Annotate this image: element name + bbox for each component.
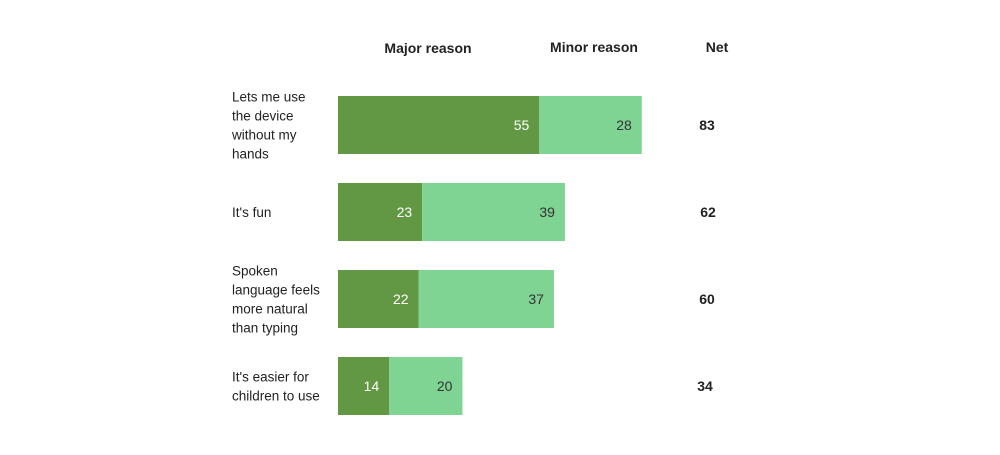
net-value-label: 34 xyxy=(697,378,713,394)
minor-reason-bar xyxy=(389,357,463,415)
minor-reason-value-label: 28 xyxy=(616,117,632,133)
major-reason-bar xyxy=(338,183,423,241)
minor-reason-bar xyxy=(539,96,642,154)
chart-rows: Lets me use the device without my hands 55 28… xyxy=(231,90,716,415)
net-value-label: 60 xyxy=(699,291,715,307)
category-label: Spoken language feels more natural than typ… xyxy=(232,264,320,336)
category-label: Lets me use the device without my hands xyxy=(231,90,306,162)
bar-row: It's fun 23 39 62 xyxy=(232,183,716,241)
minor-reason-bar xyxy=(418,270,554,328)
major-reason-value-label: 14 xyxy=(364,378,380,394)
major-reason-value-label: 55 xyxy=(514,117,530,133)
bar-row: Spoken language feels more natural than typ… xyxy=(232,264,715,336)
category-label: It's easier for children to use xyxy=(232,370,320,404)
major-reason-bar xyxy=(338,96,540,154)
minor-reason-value-label: 20 xyxy=(437,378,453,394)
minor-reason-bar xyxy=(422,183,565,241)
net-column-header: Net xyxy=(706,39,729,55)
category-label: It's fun xyxy=(232,205,271,220)
major-reason-bar xyxy=(338,270,419,328)
minor-reason-value-label: 39 xyxy=(539,204,555,220)
net-value-label: 83 xyxy=(699,117,715,133)
bar-row: Lets me use the device without my hands 55 28… xyxy=(231,90,715,162)
legend-major-reason: Major reason xyxy=(384,40,471,56)
major-reason-value-label: 22 xyxy=(393,291,409,307)
minor-reason-value-label: 37 xyxy=(528,291,544,307)
legend-minor-reason: Minor reason xyxy=(550,39,638,55)
bar-row: It's easier for children to use 14 20 34 xyxy=(232,357,713,415)
major-reason-value-label: 23 xyxy=(397,204,413,220)
major-reason-bar xyxy=(338,357,390,415)
net-value-label: 62 xyxy=(700,204,716,220)
